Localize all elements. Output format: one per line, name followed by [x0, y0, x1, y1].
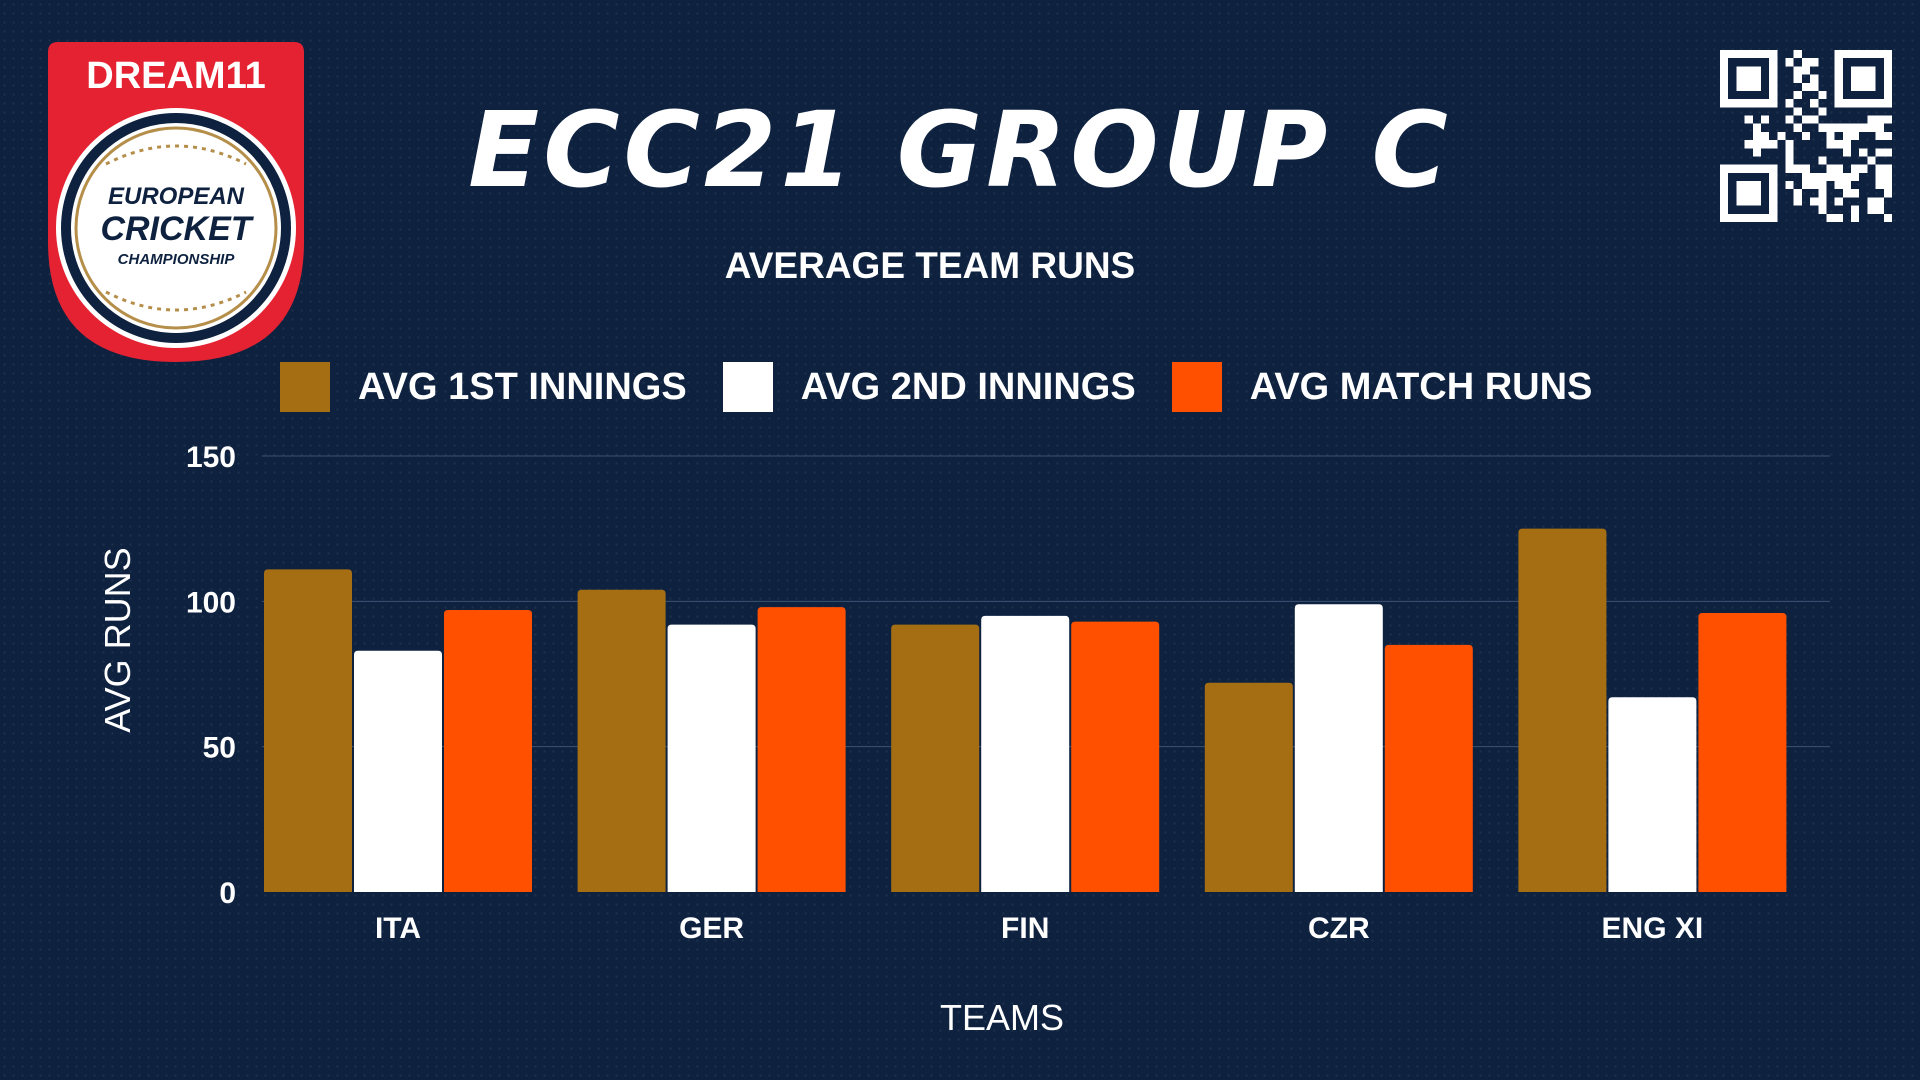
bar: [354, 650, 442, 892]
legend-item: AVG MATCH RUNS: [1171, 362, 1593, 412]
logo-line-european: EUROPEAN: [108, 183, 245, 210]
logo-wordmark: DREAM11: [86, 55, 266, 97]
chart-subtitle: AVERAGE TEAM RUNS: [724, 245, 1136, 286]
bar: [1071, 621, 1160, 892]
legend-swatch: [280, 362, 330, 412]
bar: [1518, 528, 1607, 892]
legend-item: AVG 2ND INNINGS: [722, 362, 1136, 412]
logo-line-championship: CHAMPIONSHIP: [118, 251, 236, 268]
y-axis-label: AVG RUNS: [97, 547, 138, 732]
chart-legend: AVG 1ST INNINGS AVG 2ND INNINGS AVG MATCH …: [280, 362, 1628, 412]
x-tick-label: ITA: [375, 912, 421, 945]
bar: [444, 610, 532, 892]
bar: [981, 615, 1070, 892]
y-tick-label: 50: [203, 732, 236, 765]
y-tick-label: 100: [186, 586, 236, 619]
bar: [757, 607, 846, 892]
x-tick-label: ENG XI: [1602, 912, 1704, 945]
bar: [1294, 604, 1383, 892]
bar: [264, 569, 352, 892]
legend-label: AVG MATCH RUNS: [1249, 365, 1593, 408]
page-title: ECC21 GROUP C: [468, 89, 1452, 211]
y-tick-label: 0: [219, 877, 236, 910]
qr-code-icon: [1720, 50, 1892, 222]
bar: [1698, 612, 1787, 892]
x-tick-label: GER: [679, 912, 744, 945]
legend-swatch: [1171, 362, 1222, 412]
legend-swatch: [722, 362, 773, 412]
x-tick-label: CZR: [1308, 912, 1370, 945]
legend-label: AVG 1ST INNINGS: [358, 365, 687, 408]
x-tick-label: FIN: [1001, 912, 1049, 945]
bar: [891, 624, 980, 892]
bar: [667, 624, 756, 892]
bar: [1204, 682, 1293, 892]
logo-line-cricket: CRICKET: [100, 210, 254, 248]
bar: [1384, 644, 1473, 892]
y-tick-label: 150: [186, 441, 236, 474]
dream11-ecc-logo: DREAM11 EUROPEAN CRICKET CHAMPIONSHIP: [48, 42, 304, 362]
legend-item: AVG 1ST INNINGS: [280, 362, 687, 412]
x-axis-label: TEAMS: [940, 997, 1064, 1038]
bar: [1608, 697, 1697, 892]
bar: [577, 589, 666, 892]
legend-label: AVG 2ND INNINGS: [800, 365, 1136, 408]
